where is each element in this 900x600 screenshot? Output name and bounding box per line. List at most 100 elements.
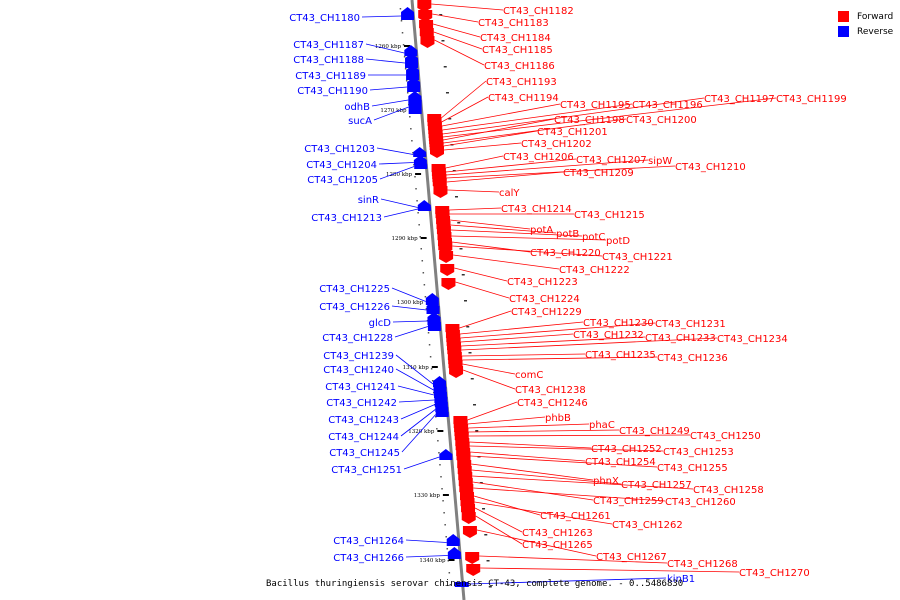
forward-gene-label[interactable]: CT43_CH1194 — [488, 93, 559, 104]
forward-gene-label[interactable]: CT43_CH1182 — [503, 6, 574, 17]
reverse-gene-label[interactable]: kinB1 — [667, 574, 695, 585]
forward-gene-label[interactable]: CT43_CH1207 — [576, 155, 647, 166]
forward-gene-label[interactable]: potA — [530, 225, 553, 236]
forward-gene-label[interactable]: CT43_CH1236 — [657, 353, 728, 364]
forward-gene-feature[interactable] — [460, 498, 475, 506]
reverse-gene-feature[interactable] — [407, 82, 421, 92]
forward-gene-label[interactable]: CT43_CH1261 — [540, 511, 611, 522]
forward-gene-label[interactable]: CT43_CH1263 — [522, 528, 593, 539]
reverse-gene-label[interactable]: CT43_CH1228 — [322, 333, 393, 344]
forward-gene-label[interactable]: CT43_CH1197 — [704, 94, 775, 105]
reverse-gene-feature[interactable] — [408, 100, 422, 114]
forward-gene-label[interactable]: CT43_CH1214 — [501, 204, 572, 215]
reverse-gene-label[interactable]: CT43_CH1264 — [333, 536, 404, 547]
forward-gene-label[interactable]: CT43_CH1255 — [657, 463, 728, 474]
forward-gene-feature[interactable] — [437, 232, 452, 240]
reverse-gene-label[interactable]: CT43_CH1190 — [297, 86, 368, 97]
forward-gene-label[interactable]: CT43_CH1201 — [537, 127, 608, 138]
forward-gene-feature[interactable] — [456, 452, 471, 460]
forward-gene-feature[interactable] — [462, 526, 477, 534]
forward-gene-feature[interactable] — [458, 472, 473, 480]
forward-gene-label[interactable]: CT43_CH1259 — [593, 496, 664, 507]
reverse-gene-feature[interactable] — [401, 12, 415, 20]
forward-gene-label[interactable]: CT43_CH1209 — [563, 168, 634, 179]
forward-gene-label[interactable]: CT43_CH1222 — [559, 265, 630, 276]
forward-gene-feature[interactable] — [461, 512, 476, 520]
forward-gene-label[interactable]: comC — [515, 370, 543, 381]
reverse-gene-label[interactable]: CT43_CH1204 — [306, 160, 377, 171]
reverse-gene-label[interactable]: CT43_CH1241 — [325, 382, 396, 393]
forward-gene-label[interactable]: phaC — [589, 420, 615, 431]
forward-gene-feature[interactable] — [449, 366, 464, 374]
forward-gene-feature[interactable] — [445, 324, 460, 332]
forward-gene-feature[interactable] — [457, 460, 472, 468]
forward-gene-feature[interactable] — [432, 178, 447, 186]
reverse-gene-feature[interactable] — [447, 552, 461, 559]
reverse-gene-feature[interactable] — [425, 298, 439, 305]
forward-gene-feature[interactable] — [440, 264, 455, 272]
forward-gene-label[interactable]: phnX — [593, 476, 619, 487]
forward-gene-feature[interactable] — [418, 10, 433, 18]
forward-gene-label[interactable]: CT43_CH1270 — [739, 568, 810, 579]
forward-gene-feature[interactable] — [436, 221, 451, 229]
forward-gene-label[interactable]: CT43_CH1215 — [574, 210, 645, 221]
forward-gene-label[interactable]: CT43_CH1254 — [585, 457, 656, 468]
forward-gene-feature[interactable] — [441, 278, 456, 286]
forward-gene-label[interactable]: CT43_CH1246 — [517, 398, 588, 409]
forward-gene-feature[interactable] — [435, 210, 450, 218]
forward-gene-label[interactable]: CT43_CH1220 — [530, 248, 601, 259]
forward-gene-label[interactable]: CT43_CH1249 — [619, 426, 690, 437]
reverse-gene-label[interactable]: CT43_CH1243 — [328, 415, 399, 426]
forward-gene-label[interactable]: CT43_CH1206 — [503, 152, 574, 163]
reverse-gene-label[interactable]: CT43_CH1225 — [319, 284, 390, 295]
forward-gene-label[interactable]: CT43_CH1198 — [554, 115, 625, 126]
forward-gene-feature[interactable] — [430, 146, 444, 154]
reverse-gene-feature[interactable] — [427, 322, 441, 331]
forward-gene-label[interactable]: potB — [556, 229, 579, 240]
forward-gene-feature[interactable] — [419, 28, 434, 36]
forward-gene-label[interactable]: CT43_CH1184 — [480, 33, 551, 44]
forward-gene-label[interactable]: CT43_CH1224 — [509, 294, 580, 305]
forward-gene-label[interactable]: CT43_CH1257 — [621, 480, 692, 491]
forward-gene-label[interactable]: CT43_CH1196 — [632, 100, 703, 111]
reverse-gene-label[interactable]: sucA — [348, 116, 372, 127]
reverse-gene-feature[interactable] — [414, 164, 428, 169]
forward-gene-label[interactable]: sipW — [648, 156, 672, 167]
reverse-gene-feature[interactable] — [426, 306, 440, 314]
forward-gene-feature[interactable] — [433, 186, 448, 194]
forward-gene-label[interactable]: CT43_CH1252 — [591, 444, 662, 455]
forward-gene-feature[interactable] — [448, 360, 463, 368]
reverse-gene-feature[interactable] — [406, 70, 420, 80]
forward-gene-feature[interactable] — [420, 36, 435, 44]
forward-gene-feature[interactable] — [457, 466, 472, 474]
forward-gene-feature[interactable] — [439, 251, 454, 259]
reverse-gene-label[interactable]: CT43_CH1205 — [307, 175, 378, 186]
reverse-gene-feature[interactable] — [413, 152, 427, 157]
forward-gene-label[interactable]: CT43_CH1268 — [667, 559, 738, 570]
reverse-gene-feature[interactable] — [405, 58, 419, 68]
reverse-gene-feature[interactable] — [439, 454, 453, 460]
reverse-gene-label[interactable]: CT43_CH1240 — [323, 365, 394, 376]
forward-gene-label[interactable]: CT43_CH1250 — [690, 431, 761, 442]
reverse-gene-label[interactable]: CT43_CH1180 — [289, 13, 360, 24]
reverse-gene-label[interactable]: sinR — [358, 195, 379, 206]
forward-gene-label[interactable]: CT43_CH1265 — [522, 540, 593, 551]
forward-gene-label[interactable]: CT43_CH1193 — [486, 77, 557, 88]
reverse-gene-label[interactable]: CT43_CH1188 — [293, 55, 364, 66]
forward-gene-label[interactable]: CT43_CH1185 — [482, 45, 553, 56]
forward-gene-label[interactable]: potD — [606, 236, 630, 247]
forward-gene-label[interactable]: CT43_CH1234 — [717, 334, 788, 345]
forward-gene-label[interactable]: CT43_CH1195 — [560, 100, 631, 111]
forward-gene-label[interactable]: CT43_CH1199 — [776, 94, 847, 105]
forward-gene-label[interactable]: CT43_CH1221 — [602, 252, 673, 263]
reverse-gene-label[interactable]: glcD — [369, 318, 392, 329]
forward-gene-feature[interactable] — [455, 442, 470, 450]
forward-gene-label[interactable]: CT43_CH1230 — [583, 318, 654, 329]
forward-gene-label[interactable]: CT43_CH1232 — [573, 330, 644, 341]
forward-gene-label[interactable]: phbB — [545, 413, 571, 424]
forward-gene-feature[interactable] — [459, 484, 474, 492]
forward-gene-label[interactable]: potC — [582, 232, 605, 243]
forward-gene-feature[interactable] — [447, 346, 462, 354]
forward-gene-label[interactable]: CT43_CH1235 — [585, 350, 656, 361]
forward-gene-feature[interactable] — [438, 242, 453, 250]
